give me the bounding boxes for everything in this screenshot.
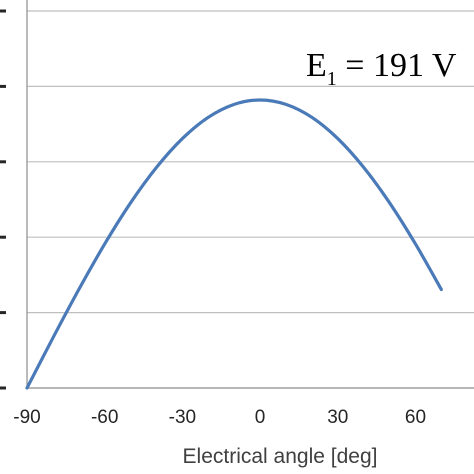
emf-annotation-symbol: E <box>306 47 327 84</box>
gridlines <box>0 9 474 390</box>
x-tick-label: -60 <box>91 407 118 428</box>
x-tick-label: -90 <box>13 407 40 428</box>
x-tick-label: -30 <box>169 407 196 428</box>
emf-annotation-value: = 191 V <box>337 47 457 84</box>
x-tick-label: 60 <box>405 407 426 428</box>
emf-annotation: E1 = 191 V <box>306 47 457 90</box>
x-tick-label: 0 <box>255 407 266 428</box>
series-line <box>25 98 443 390</box>
x-tick-label: 30 <box>327 407 348 428</box>
series-layer <box>25 98 443 390</box>
axes <box>26 0 474 389</box>
x-axis-title: Electrical angle [deg] <box>183 445 378 468</box>
emf-annotation-subscript: 1 <box>327 68 337 90</box>
tick-labels: -90 -60 -30 0 30 60 <box>13 407 426 428</box>
